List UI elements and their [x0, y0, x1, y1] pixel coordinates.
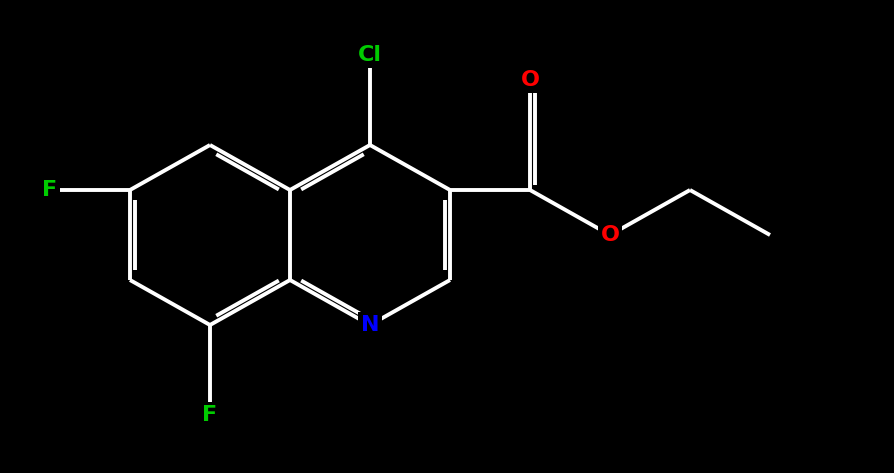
Text: F: F: [202, 405, 217, 425]
Text: O: O: [520, 70, 539, 90]
Text: F: F: [42, 180, 57, 200]
Text: N: N: [360, 315, 379, 335]
Text: Cl: Cl: [358, 45, 382, 65]
Text: O: O: [600, 225, 619, 245]
